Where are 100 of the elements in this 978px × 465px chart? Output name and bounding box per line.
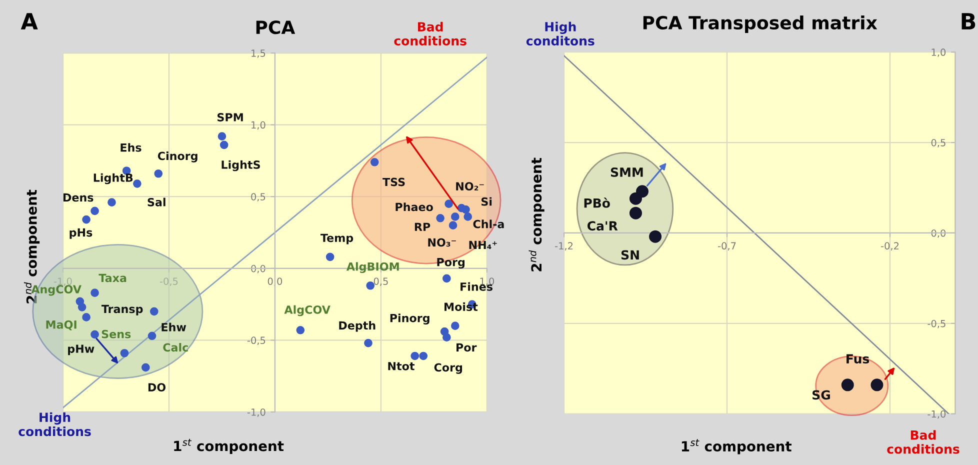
y-tick-label: 1,5	[252, 50, 266, 58]
annotation: Dens	[63, 193, 94, 202]
annotation: Ehw	[162, 322, 186, 332]
annotation: SN	[621, 250, 639, 260]
point	[464, 212, 472, 221]
x-axis-title: 1$^{st}$ component	[682, 439, 792, 454]
annotation: AlgBIOM	[346, 262, 399, 273]
point	[370, 158, 379, 166]
annotation: Sens	[102, 330, 131, 338]
point	[448, 221, 458, 230]
point	[636, 185, 649, 198]
y-tick-label: -1,0	[928, 410, 946, 419]
annotation: Taxa	[98, 274, 126, 282]
annotation: pHs	[70, 228, 92, 239]
y-tick-label: -0,5	[928, 320, 946, 328]
point	[220, 140, 228, 150]
point	[442, 333, 451, 342]
annotation: Calc	[163, 343, 188, 352]
point	[450, 212, 460, 221]
point	[366, 281, 375, 290]
annotation: Si	[481, 197, 492, 206]
y-tick-label: 0,5	[931, 139, 946, 148]
annotation: NH₄⁺	[469, 240, 497, 249]
point	[841, 378, 854, 392]
y-tick-label: 1,0	[252, 121, 266, 130]
point	[436, 214, 444, 222]
annotation: Ntot	[388, 362, 415, 370]
annotation: Transp	[101, 304, 143, 316]
point	[90, 206, 99, 216]
point	[296, 326, 305, 334]
point	[120, 348, 129, 358]
annotation: AngCOV	[31, 285, 82, 296]
point	[462, 205, 470, 214]
y-tick-label: 0,5	[251, 193, 266, 202]
point	[154, 169, 163, 178]
annotation: Ehs	[120, 143, 142, 152]
annotation: Phaeo	[396, 202, 433, 212]
annotation: SMM	[610, 167, 643, 177]
point	[150, 307, 158, 316]
annotation: Porg	[437, 258, 465, 269]
point	[629, 206, 642, 220]
annotation: Chl-a	[473, 220, 504, 228]
annotation: AlgCOV	[284, 305, 330, 316]
annotation: NO₂⁻	[456, 182, 484, 190]
point	[444, 200, 453, 208]
point	[629, 192, 642, 205]
point	[218, 132, 226, 140]
point	[419, 352, 428, 360]
point	[364, 338, 372, 348]
point	[442, 274, 451, 283]
point	[870, 378, 884, 392]
annotation: Temp	[320, 234, 354, 244]
annotation: Por	[456, 343, 477, 352]
annotation: Ca'R	[587, 221, 618, 231]
chart-title: PCA Transposed matrix	[643, 16, 878, 34]
annotation: Sal	[148, 198, 166, 206]
x-tick-label: -0,7	[718, 242, 736, 251]
text: B	[962, 13, 976, 30]
annotation: Moist	[444, 302, 478, 312]
annotation: Cinorg	[158, 152, 198, 162]
text: Bad conditions	[887, 430, 960, 454]
annotation: Depth	[339, 321, 376, 332]
point	[90, 288, 99, 297]
point	[78, 303, 86, 312]
y-tick-label: -1,0	[247, 408, 266, 417]
point	[90, 330, 99, 339]
annotation: Fus	[846, 354, 870, 364]
annotation: pHw	[68, 344, 94, 356]
x-tick-label: 0,5	[374, 278, 388, 286]
annotation: LightS	[222, 160, 260, 172]
annotation: LightB	[94, 173, 133, 184]
annotation: MaQI	[46, 320, 76, 330]
point	[82, 215, 90, 224]
annotation: DO	[148, 383, 166, 392]
x-tick-label: -1,0	[54, 278, 72, 286]
point	[82, 313, 90, 322]
point	[326, 252, 334, 262]
annotation: Corg	[434, 363, 462, 374]
text: High conditons	[526, 22, 594, 46]
annotation: SG	[812, 390, 830, 400]
y-tick-label: 1,0	[932, 48, 946, 57]
x-tick-label: -1,2	[555, 242, 573, 251]
x-tick-label: -0,2	[881, 242, 899, 251]
point	[141, 363, 150, 372]
point	[450, 322, 460, 330]
annotation: PBò	[584, 198, 610, 208]
text: A	[20, 13, 38, 30]
annotation: SPM	[218, 113, 243, 122]
annotation: RP	[414, 222, 430, 231]
point	[148, 332, 156, 340]
annotation: Pinorg	[390, 314, 430, 324]
point	[410, 352, 420, 360]
text: Bad conditions	[394, 22, 466, 46]
x-axis-title: 1$^{st}$ component	[174, 438, 284, 454]
annotation: TSS	[382, 178, 405, 186]
y-tick-label: -0,5	[247, 336, 266, 346]
annotation: NO₃⁻	[428, 238, 456, 247]
y-axis-title: 2$^{nd}$ component	[528, 158, 544, 272]
point	[133, 180, 142, 188]
chart-title: PCA	[256, 20, 296, 34]
